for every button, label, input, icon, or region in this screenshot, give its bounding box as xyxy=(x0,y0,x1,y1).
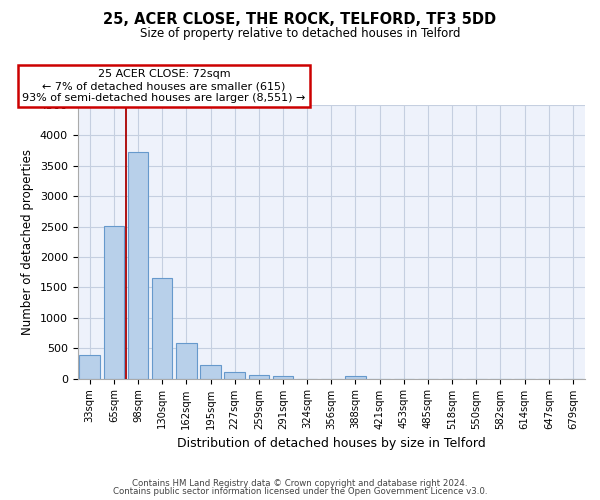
Bar xyxy=(128,152,148,378)
Bar xyxy=(273,376,293,378)
Bar xyxy=(152,278,172,378)
Bar xyxy=(104,226,124,378)
Text: Contains HM Land Registry data © Crown copyright and database right 2024.: Contains HM Land Registry data © Crown c… xyxy=(132,478,468,488)
Text: Contains public sector information licensed under the Open Government Licence v3: Contains public sector information licen… xyxy=(113,487,487,496)
Text: 25, ACER CLOSE, THE ROCK, TELFORD, TF3 5DD: 25, ACER CLOSE, THE ROCK, TELFORD, TF3 5… xyxy=(103,12,497,28)
Bar xyxy=(200,365,221,378)
Y-axis label: Number of detached properties: Number of detached properties xyxy=(21,149,34,335)
X-axis label: Distribution of detached houses by size in Telford: Distribution of detached houses by size … xyxy=(177,437,485,450)
Bar xyxy=(224,372,245,378)
Bar xyxy=(345,376,366,378)
Bar xyxy=(248,375,269,378)
Text: 25 ACER CLOSE: 72sqm
← 7% of detached houses are smaller (615)
93% of semi-detac: 25 ACER CLOSE: 72sqm ← 7% of detached ho… xyxy=(22,70,305,102)
Text: Size of property relative to detached houses in Telford: Size of property relative to detached ho… xyxy=(140,28,460,40)
Bar xyxy=(79,355,100,378)
Bar xyxy=(176,342,197,378)
